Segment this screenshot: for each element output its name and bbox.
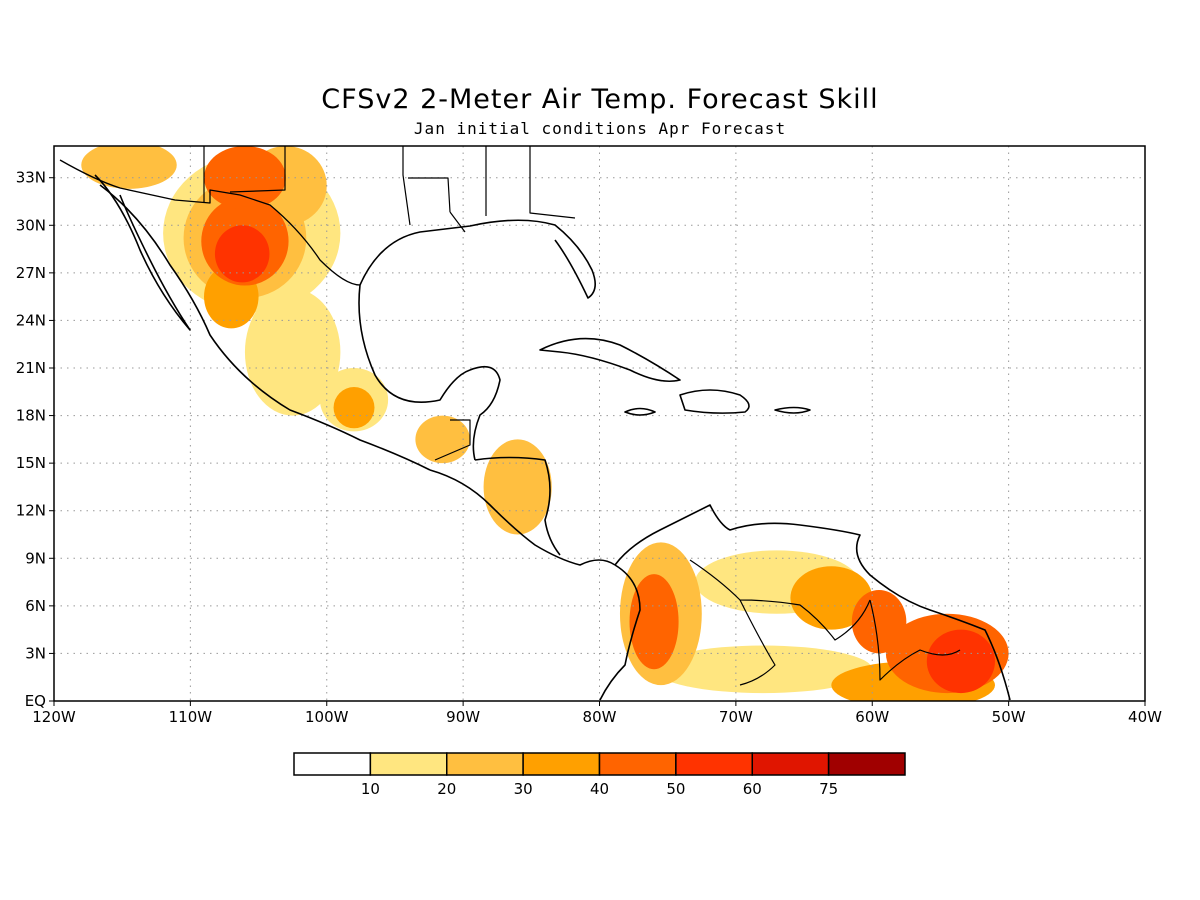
y-tick-label: 9N — [25, 549, 46, 567]
skill-region-suriname-guiana — [926, 629, 995, 694]
skill-region-chihuahua-north — [204, 146, 286, 210]
y-tick-label: 30N — [16, 216, 46, 234]
y-tick-label: 15N — [16, 454, 46, 472]
skill-region-honduras-nicaragua — [483, 439, 552, 535]
color-scale-swatch — [369, 752, 448, 776]
coastlines — [59, 146, 1011, 701]
skill-region-colombia — [629, 574, 679, 670]
y-tick-label: 33N — [16, 169, 46, 187]
skill-region-veracruz — [333, 387, 375, 429]
x-tick-label: 80W — [583, 708, 617, 726]
color-scale-swatch — [675, 752, 753, 776]
x-tick-label: 50W — [992, 708, 1026, 726]
skill-region-baja-north — [81, 146, 177, 189]
color-scale-label: 10 — [361, 780, 380, 798]
y-tick-label: 12N — [16, 502, 46, 520]
x-tick-label: 70W — [719, 708, 753, 726]
color-scale-swatch — [598, 752, 677, 776]
color-scale-swatch — [751, 752, 830, 776]
x-tick-label: 40W — [1128, 708, 1162, 726]
y-tick-label: 21N — [16, 359, 46, 377]
skill-region-guatemala — [415, 415, 470, 464]
y-tick-label: 24N — [16, 311, 46, 329]
color-scale-label: 40 — [590, 780, 609, 798]
map-subtitle: Jan initial conditions Apr Forecast — [413, 119, 787, 138]
color-scale-label: 30 — [514, 780, 533, 798]
x-tick-label: 100W — [305, 708, 349, 726]
x-tick-label: 120W — [32, 708, 76, 726]
y-tick-label: 3N — [25, 644, 46, 662]
latitude-axis: EQ 3N 6N 9N 12N 15N 18N 21N 24N 27N 30N 33N — [16, 169, 54, 710]
color-scale-label: 75 — [819, 780, 838, 798]
color-scale-swatch — [522, 752, 601, 776]
color-scale-swatch — [293, 752, 372, 776]
map-title: CFSv2 2-Meter Air Temp. Forecast Skill — [321, 84, 879, 115]
x-tick-label: 90W — [446, 708, 480, 726]
y-tick-label: 6N — [25, 597, 46, 615]
skill-shading — [81, 146, 1009, 701]
y-tick-label: EQ — [25, 692, 46, 710]
color-scale-swatch — [446, 752, 524, 776]
color-scale-label: 20 — [437, 780, 456, 798]
y-tick-label: 27N — [16, 264, 46, 282]
color-scale-legend: 10 20 30 40 50 60 75 — [293, 752, 906, 798]
y-tick-label: 18N — [16, 407, 46, 425]
color-scale-label: 50 — [666, 780, 685, 798]
skill-region-northern-mexico — [214, 225, 270, 283]
color-scale-label: 60 — [743, 780, 762, 798]
x-tick-label: 60W — [855, 708, 889, 726]
x-tick-label: 110W — [169, 708, 213, 726]
longitude-axis: 120W 110W 100W 90W 80W 70W 60W 50W 40W — [32, 701, 1162, 726]
color-scale-swatch — [827, 752, 906, 776]
skill-region-amazon-west — [654, 645, 873, 694]
